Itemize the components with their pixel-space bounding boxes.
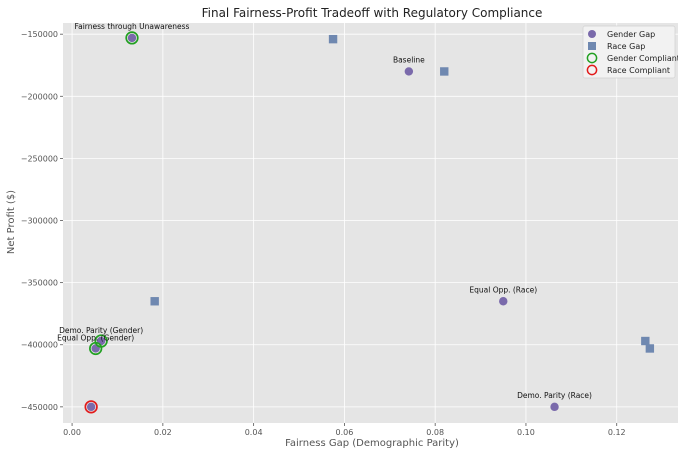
race-gap-point bbox=[440, 67, 449, 76]
race-gap-point bbox=[641, 336, 650, 346]
x-tick-label: 0.12 bbox=[608, 428, 626, 437]
data-points bbox=[84, 31, 655, 414]
annotation-label: Equal Opp. (Gender) bbox=[57, 333, 134, 342]
grid bbox=[63, 23, 678, 423]
legend-box bbox=[582, 25, 676, 79]
annotation-label: Equal Opp. (Race) bbox=[469, 285, 537, 294]
annotations: Fairness through Unawareness Baseline Equa… bbox=[57, 22, 592, 400]
legend: Gender Gap Race Gap Gender Compliant Race C… bbox=[582, 25, 678, 79]
x-tick-label: 0.10 bbox=[517, 428, 535, 437]
race-compliant-marker bbox=[84, 400, 98, 414]
y-tick-label: −200000 bbox=[21, 92, 58, 101]
plot-area bbox=[63, 23, 678, 423]
legend-label: Race Gap bbox=[607, 42, 645, 51]
legend-label: Gender Gap bbox=[607, 30, 655, 39]
gender-gap-point bbox=[404, 67, 414, 76]
y-tick-label: −300000 bbox=[21, 217, 58, 226]
gender-compliant-marker bbox=[125, 31, 139, 45]
y-axis-label: Net Profit ($) bbox=[6, 190, 17, 254]
race-gap-point bbox=[150, 297, 159, 306]
legend-label: Gender Compliant bbox=[607, 54, 678, 63]
y-tick-label: −150000 bbox=[21, 30, 58, 39]
y-tick-label: −400000 bbox=[21, 341, 58, 350]
gender-compliant-marker bbox=[89, 341, 103, 356]
gender-gap-point bbox=[127, 33, 137, 43]
gender-gap-point bbox=[86, 402, 96, 412]
y-axis-ticks: −150000 −200000 −250000 −300000 −350000 −4000… bbox=[21, 30, 63, 412]
x-tick-label: 0.06 bbox=[335, 428, 353, 437]
annotation-label: Baseline bbox=[393, 55, 425, 64]
legend-marker-race-gap bbox=[588, 42, 596, 50]
y-tick-label: −350000 bbox=[21, 279, 58, 288]
legend-marker-compliant bbox=[586, 64, 598, 76]
annotation-label: Fairness through Unawareness bbox=[75, 22, 190, 31]
chart-title: Final Fairness-Profit Tradeoff with Regu… bbox=[202, 6, 543, 20]
legend-label: Race Compliant bbox=[607, 66, 670, 75]
annotation-label: Demo. Parity (Race) bbox=[517, 391, 592, 400]
race-gap-point bbox=[328, 34, 338, 44]
x-axis-label: Fairness Gap (Demographic Parity) bbox=[285, 438, 459, 449]
gender-gap-point bbox=[499, 297, 508, 306]
gender-gap-point bbox=[550, 402, 559, 412]
race-gap-point bbox=[645, 344, 655, 353]
x-tick-label: 0.08 bbox=[426, 428, 444, 437]
x-tick-label: 0.00 bbox=[63, 428, 81, 437]
x-tick-label: 0.04 bbox=[245, 428, 263, 437]
y-tick-label: −450000 bbox=[21, 403, 58, 412]
legend-marker-gender-gap bbox=[588, 30, 596, 38]
legend-marker-compliant bbox=[586, 52, 598, 64]
y-tick-label: −250000 bbox=[21, 154, 58, 163]
x-axis-ticks: 0.00 0.02 0.04 0.06 0.08 0.10 0.12 bbox=[63, 423, 626, 437]
x-tick-label: 0.02 bbox=[154, 428, 172, 437]
annotation-label: Demo. Parity (Gender) bbox=[59, 326, 143, 335]
